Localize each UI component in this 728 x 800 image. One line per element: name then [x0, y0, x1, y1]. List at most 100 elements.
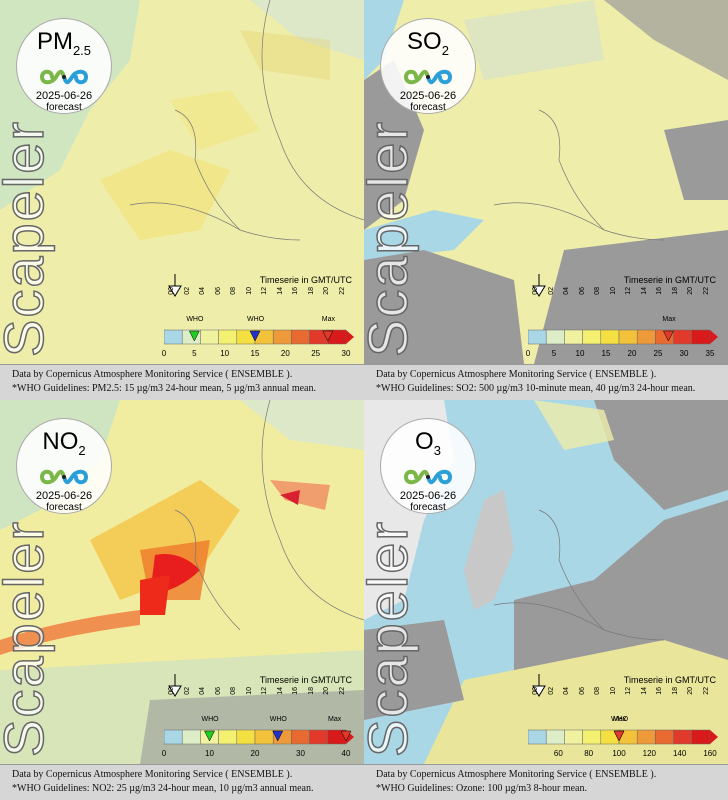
color-scale: [164, 726, 354, 746]
scale-segment: [545, 329, 565, 345]
forecast-date: 2025-06-26: [35, 489, 93, 502]
time-axis: 00 02 04 06 08 10 12 14 16 18 20 22: [532, 687, 718, 713]
scale-segment: [564, 729, 583, 745]
scale-segment: [218, 329, 238, 345]
who-marker-icon: [272, 730, 284, 742]
time-tick-18: 18: [307, 287, 315, 295]
scale-segment: [673, 729, 693, 745]
time-tick-00: 00: [532, 687, 539, 695]
scale-segment: [291, 729, 310, 745]
panel-o3: Scapeler O3 2025-06-26 forecast Timeseri…: [364, 400, 728, 800]
time-tick-02: 02: [547, 687, 555, 695]
scale-tick-5: 5: [192, 349, 197, 358]
timeserie-label: Timeserie in GMT/UTC: [623, 675, 716, 685]
scale-tick-20: 20: [280, 349, 290, 358]
scale-tick-30: 30: [296, 749, 305, 758]
scale-tick-25: 25: [311, 349, 321, 358]
max-marker-icon: [662, 330, 674, 342]
current-time-arrow-icon: [168, 674, 182, 697]
time-tick-00: 00: [168, 287, 175, 295]
timeserie-label: Timeserie in GMT/UTC: [259, 275, 352, 285]
footer-source: Data by Copernicus Atmosphere Monitoring…: [12, 369, 293, 380]
scale-segment: [236, 729, 256, 745]
max-marker-icon: [322, 330, 334, 342]
scale-tick-35: 35: [705, 349, 715, 358]
time-tick-12: 12: [261, 287, 268, 295]
scale-segment: [309, 729, 329, 745]
time-tick-10: 10: [245, 287, 253, 295]
infinity-logo-icon: [39, 469, 89, 485]
time-tick-22: 22: [702, 687, 710, 695]
max-marker-icon: [613, 730, 625, 742]
who-marker-icon: [204, 730, 215, 742]
max-marker-icon: [340, 730, 352, 742]
current-time-arrow-icon: [532, 674, 546, 697]
scale-segment: [582, 729, 602, 745]
time-tick-20: 20: [323, 687, 330, 695]
infinity-logo-icon: [39, 69, 89, 85]
footer-source: Data by Copernicus Atmosphere Monitoring…: [12, 769, 293, 780]
footer: Data by Copernicus Atmosphere Monitoring…: [364, 764, 728, 800]
scale-tick-0: 0: [161, 749, 167, 758]
footer-who: *WHO Guidelines: Ozone: 100 µg/m3 8-hour…: [376, 783, 587, 794]
time-axis: 00 02 04 06 08 10 12 14 16 18 20 22: [532, 287, 718, 313]
who-label: WHO: [269, 716, 287, 723]
time-tick-22: 22: [338, 687, 346, 695]
scale-tick-80: 80: [584, 749, 594, 758]
scale-segment: [564, 329, 583, 345]
scale-tick-15: 15: [250, 349, 260, 358]
scale-end-arrow: [710, 330, 718, 344]
time-tick-18: 18: [671, 287, 679, 295]
scale-tick-10: 10: [575, 349, 585, 358]
footer-source: Data by Copernicus Atmosphere Monitoring…: [376, 769, 657, 780]
max-label: Max: [321, 316, 336, 323]
time-tick-18: 18: [307, 687, 315, 695]
pollutant-badge: NO2 2025-06-26 forecast: [16, 418, 112, 514]
time-tick-14: 14: [640, 687, 648, 695]
time-axis: 00 02 04 06 08 10 12 14 16 18 20 22: [168, 687, 354, 713]
time-tick-12: 12: [261, 687, 268, 695]
panel-pm25: Scapeler PM2.5 2025-06-26 forecast Times…: [0, 0, 364, 400]
scale-tick-15: 15: [601, 349, 611, 358]
footer-who: *WHO Guidelines: NO2: 25 µg/m3 24-hour m…: [12, 783, 314, 794]
time-tick-12: 12: [625, 287, 632, 295]
scale-segment: [528, 329, 547, 345]
scale-tick-60: 60: [553, 749, 563, 758]
current-time-arrow-icon: [168, 274, 182, 297]
time-tick-04: 04: [563, 687, 570, 695]
scale-tick-10: 10: [220, 349, 230, 358]
time-tick-22: 22: [338, 287, 346, 295]
time-tick-08: 08: [230, 287, 237, 295]
scale-tick-40: 40: [341, 749, 351, 758]
max-label: Max: [613, 716, 627, 723]
scale-end-arrow: [710, 730, 718, 744]
scale-segment: [636, 729, 656, 745]
time-tick-04: 04: [199, 687, 206, 695]
time-tick-16: 16: [656, 287, 663, 295]
current-time-arrow-icon: [532, 274, 546, 297]
who-marker-icon: [188, 330, 200, 342]
time-tick-10: 10: [245, 687, 253, 695]
forecast-date: 2025-06-26: [399, 89, 457, 102]
footer: Data by Copernicus Atmosphere Monitoring…: [0, 364, 364, 400]
max-label: Max: [328, 716, 342, 723]
time-tick-02: 02: [183, 687, 191, 695]
scale-tick-25: 25: [653, 349, 663, 358]
time-tick-06: 06: [214, 687, 222, 695]
scale-segment: [291, 329, 310, 345]
time-tick-12: 12: [625, 687, 632, 695]
footer-who: *WHO Guidelines: SO2: 500 µg/m3 10-minut…: [376, 383, 696, 394]
scale-tick-160: 160: [703, 749, 717, 758]
time-tick-04: 04: [199, 287, 206, 295]
panel-no2: Scapeler NO2 2025-06-26 forecast Timeser…: [0, 400, 364, 800]
time-tick-14: 14: [276, 287, 284, 295]
pollutant-name: PM2.5: [36, 28, 92, 58]
scale-segment: [691, 729, 711, 745]
brand-watermark: Scapeler: [0, 119, 56, 358]
scale-tick-30: 30: [341, 349, 351, 358]
scale-tick-10: 10: [205, 749, 214, 758]
brand-watermark: Scapeler: [364, 119, 420, 358]
forecast-label: forecast: [410, 101, 446, 113]
who-marker-icon: [249, 330, 261, 342]
scale-segment: [164, 329, 183, 345]
